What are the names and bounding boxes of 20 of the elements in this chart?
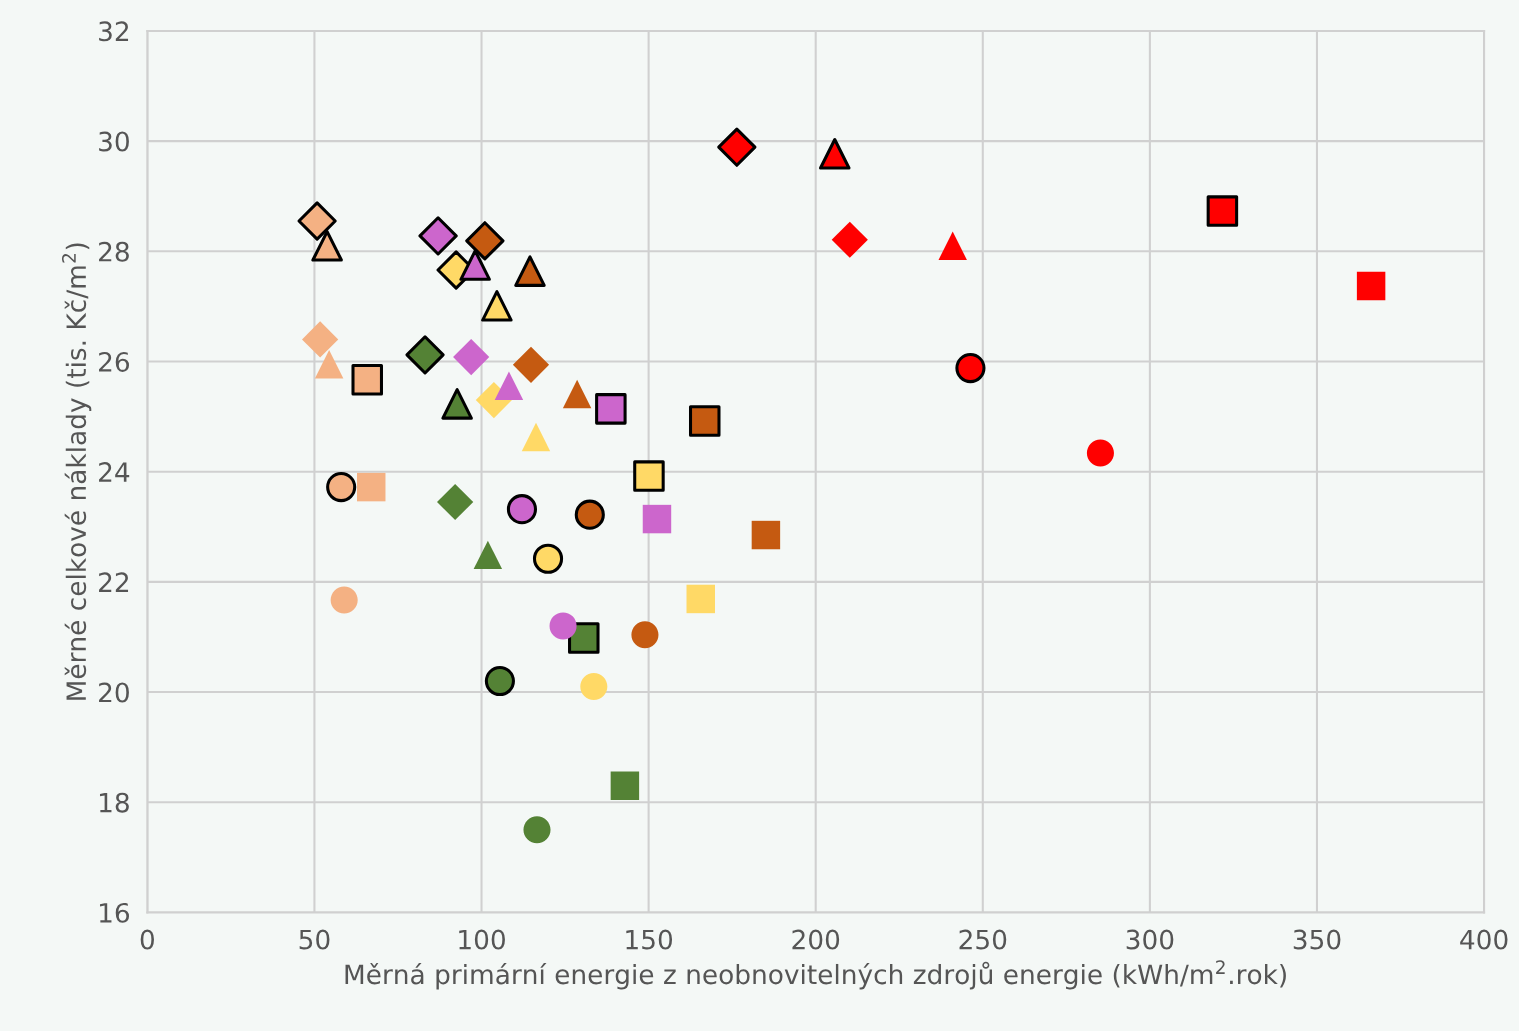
y-tick-label: 16 (100, 902, 130, 923)
x-tick-label: 250 (959, 929, 1007, 950)
x-tick-label: 150 (626, 929, 673, 950)
y-tick-label: 24 (99, 462, 130, 482)
y-tick-label: 28 (99, 241, 129, 262)
x-tick-label: 300 (1126, 929, 1174, 950)
y-tick-label: 18 (100, 792, 129, 813)
x-tick-label: 100 (459, 929, 505, 950)
y-tick-label: 30 (99, 131, 129, 152)
y-tick-label: 32 (99, 21, 129, 42)
y-axis-title: Měrné celkové náklady (tis. Kč/m$^{2}$) (61, 243, 92, 700)
x-tick-label: 400 (1460, 929, 1508, 950)
x-tick-label: 50 (299, 929, 330, 950)
x-tick-label: 200 (792, 929, 840, 950)
y-tick-label: 20 (99, 682, 129, 703)
y-tick-label: 26 (99, 351, 130, 372)
y-tick-label: 22 (99, 572, 129, 592)
x-tick-label: 350 (1293, 929, 1341, 950)
x-axis-title: Měrná primární energie z neobnovitelných zdrojů energie (kWh/m$^{2}$.rok) (345, 960, 1286, 990)
x-tick-label: 0 (140, 929, 154, 950)
